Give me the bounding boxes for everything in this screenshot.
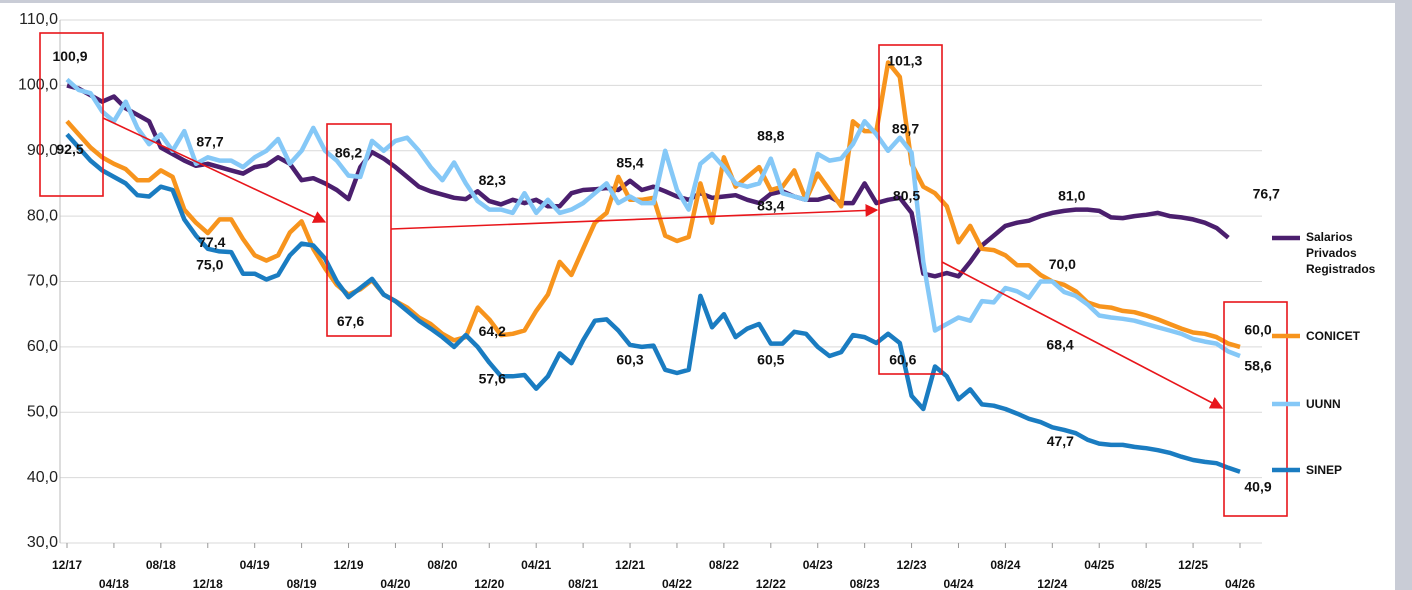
- x-tick-label: 08/19: [287, 577, 317, 590]
- highlight-box: [1223, 301, 1288, 517]
- value-label: 60,5: [757, 351, 784, 367]
- x-tick-label: 12/20: [474, 577, 504, 590]
- series-line: [65, 132, 1241, 474]
- value-label: 89,7: [892, 120, 919, 136]
- y-tick-label: 60,0: [27, 338, 58, 355]
- x-tick-label: 04/23: [803, 558, 833, 572]
- x-tick-label: 04/19: [240, 558, 270, 572]
- value-label: 100,9: [52, 48, 87, 64]
- legend: [1272, 235, 1300, 473]
- legend-label: Salarios Privados Registrados: [1306, 230, 1376, 276]
- value-label: 40,9: [1244, 478, 1271, 494]
- value-label: 86,2: [335, 144, 362, 160]
- series-line: [66, 83, 1230, 279]
- highlights: [39, 32, 1288, 517]
- value-label: 60,3: [616, 352, 643, 368]
- x-tick-label: 08/22: [709, 558, 739, 572]
- side-strip: [1395, 0, 1412, 590]
- x-tick-label: 12/23: [897, 558, 927, 572]
- value-label: 57,6: [479, 370, 506, 386]
- x-tick-label: 04/25: [1084, 558, 1114, 572]
- value-label: 75,0: [196, 257, 223, 273]
- x-tick-label: 12/18: [193, 577, 223, 590]
- x-tick-label: 12/21: [615, 558, 645, 572]
- legend-label: UUNN: [1306, 397, 1341, 411]
- grid: 30,0 40,0 50,0 60,0 70,0 80,0 90,0 100,0 110,0 12…: [18, 11, 1262, 590]
- y-tick-label: 110,0: [19, 11, 58, 28]
- lines: [65, 60, 1241, 474]
- value-label: 67,6: [337, 313, 364, 329]
- value-label: 70,0: [1049, 256, 1076, 272]
- y-tick-label: 100,0: [18, 77, 58, 94]
- highlight-box: [326, 123, 392, 337]
- x-tick-label: 12/25: [1178, 558, 1208, 572]
- value-label: 68,4: [1046, 337, 1073, 353]
- y-tick-label: 30,0: [27, 534, 58, 551]
- value-label: 80,5: [893, 188, 920, 204]
- x-tick-label: 08/23: [850, 577, 880, 590]
- legend-label: CONICET: [1306, 329, 1360, 343]
- value-label: 60,6: [889, 352, 916, 368]
- x-tick-label: 04/21: [521, 558, 551, 572]
- x-tick-label: 08/25: [1131, 577, 1161, 590]
- value-label: 101,3: [887, 53, 922, 69]
- x-tick-label: 04/24: [943, 577, 973, 590]
- arrow: [102, 117, 327, 223]
- y-tick-label: 80,0: [27, 207, 58, 224]
- x-tick-label: 08/24: [990, 558, 1020, 572]
- value-label: 76,7: [1253, 185, 1280, 201]
- arrow: [941, 261, 1224, 409]
- value-label: 88,8: [757, 127, 784, 143]
- x-tick-label: 04/18: [99, 577, 129, 590]
- series-line: [65, 77, 1241, 359]
- x-tick-label: 08/21: [568, 577, 598, 590]
- x-tick-label: 04/22: [662, 577, 692, 590]
- value-label: 87,7: [196, 133, 223, 149]
- y-tick-label: 90,0: [27, 142, 58, 159]
- value-label: 81,0: [1058, 187, 1085, 203]
- x-tick-label: 12/24: [1037, 577, 1067, 590]
- y-tick-label: 70,0: [27, 273, 58, 290]
- x-tick-label: 12/17: [52, 558, 82, 572]
- highlight-box: [878, 44, 943, 375]
- value-label: 64,2: [479, 323, 506, 339]
- value-label: 92,5: [56, 141, 83, 157]
- y-tick-label: 50,0: [27, 403, 58, 420]
- legend-label: SINEP: [1306, 463, 1343, 477]
- labels: 87,7 82,3 85,4 83,4 80,5 81,0 76,7 77,4 64,2 101,…: [52, 48, 1280, 494]
- value-label: 77,4: [198, 234, 225, 250]
- value-label: 60,0: [1244, 322, 1271, 338]
- x-tick-label: 12/19: [334, 558, 364, 572]
- x-tick-label: 08/20: [427, 558, 457, 572]
- value-label: 82,3: [479, 172, 506, 188]
- x-tick-label: 12/22: [756, 577, 786, 590]
- top-border: [0, 0, 1412, 3]
- value-label: 83,4: [757, 198, 784, 214]
- x-tick-label: 04/26: [1225, 577, 1255, 590]
- highlight-box: [39, 32, 104, 197]
- value-label: 58,6: [1244, 358, 1271, 374]
- x-tick-label: 08/18: [146, 558, 176, 572]
- arrow: [390, 204, 879, 230]
- y-tick-label: 40,0: [27, 469, 58, 486]
- x-tick-label: 04/20: [380, 577, 410, 590]
- value-label: 85,4: [616, 155, 643, 171]
- value-label: 47,7: [1047, 433, 1074, 449]
